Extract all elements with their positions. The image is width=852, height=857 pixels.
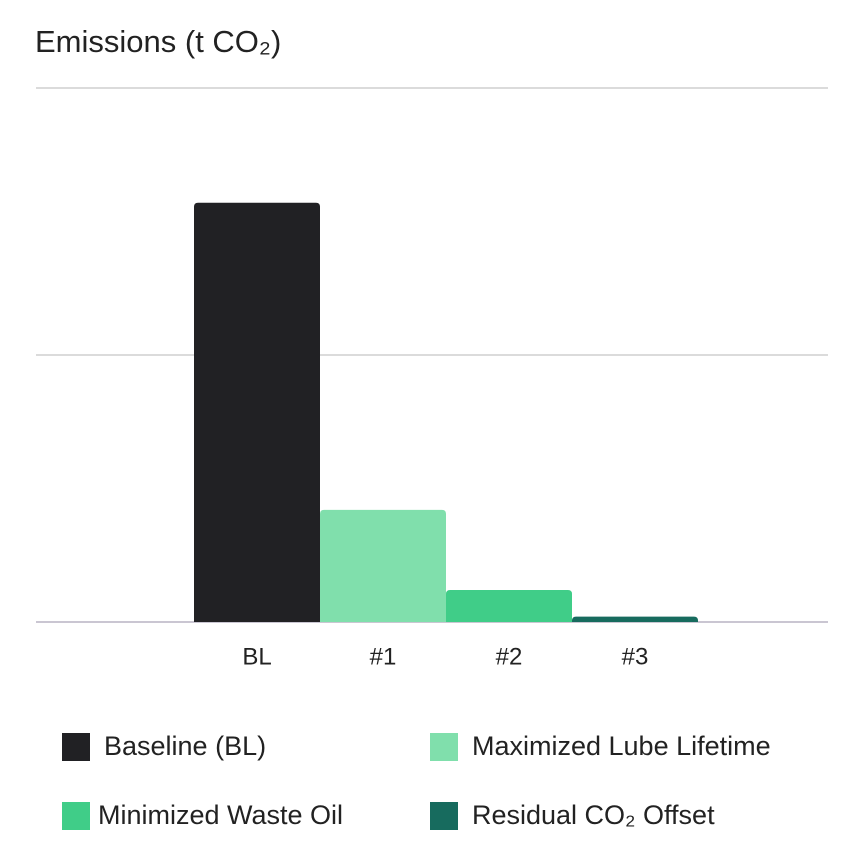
- bar: [194, 202, 320, 622]
- chart-title: Emissions (t CO₂): [35, 24, 281, 59]
- legend-label: Baseline (BL): [104, 731, 266, 761]
- legend-swatch: [430, 733, 458, 761]
- x-tick-label: #2: [496, 643, 523, 670]
- x-tick-label: #3: [622, 643, 649, 670]
- bar: [446, 589, 572, 622]
- legend-swatch: [430, 802, 458, 830]
- legend-label: Residual CO₂ Offset: [472, 800, 715, 830]
- bar: [572, 616, 698, 622]
- x-tick-label: #1: [370, 643, 397, 670]
- legend-swatch: [62, 733, 90, 761]
- x-tick-label: BL: [242, 643, 271, 670]
- bar: [320, 509, 446, 622]
- legend-label: Maximized Lube Lifetime: [472, 731, 771, 761]
- legend-swatch: [62, 802, 90, 830]
- legend-label: Minimized Waste Oil: [98, 800, 343, 830]
